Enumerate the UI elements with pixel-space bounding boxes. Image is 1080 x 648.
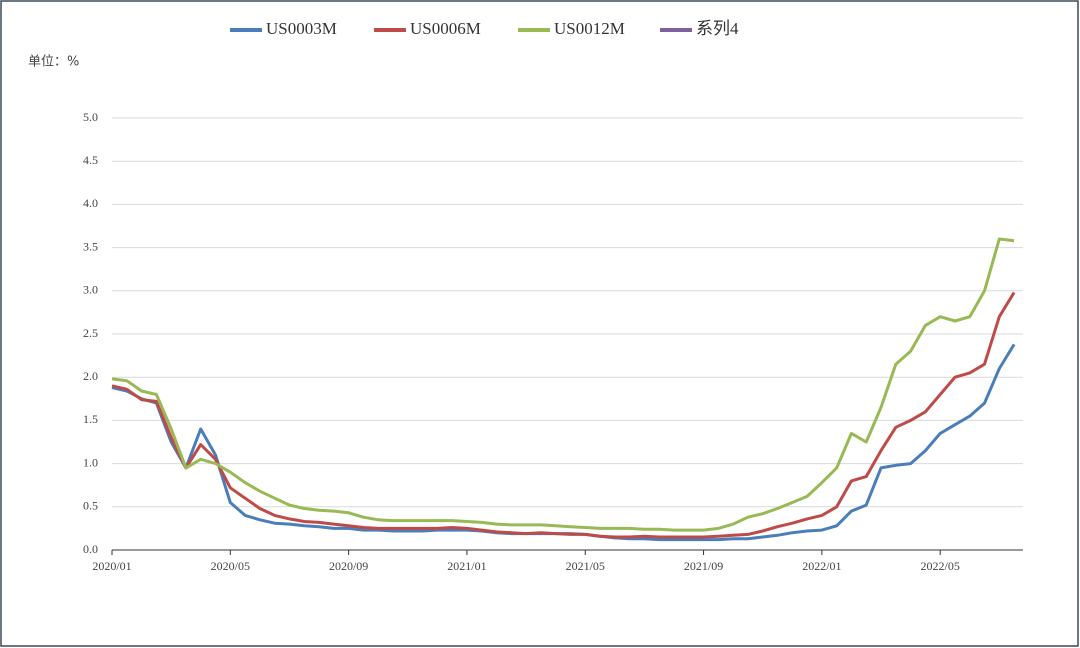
- x-tick-label: 2022/01: [802, 559, 841, 573]
- x-tick-label: 2021/05: [566, 559, 605, 573]
- series-line: [111, 291, 1016, 539]
- y-tick-label: 1.5: [83, 412, 98, 426]
- legend-label: 系列4: [696, 19, 739, 38]
- y-tick-label: 4.0: [83, 196, 98, 210]
- y-tick-label: 3.5: [83, 239, 98, 253]
- y-tick-label: 5.0: [83, 110, 98, 124]
- x-tick-label: 2021/09: [684, 559, 723, 573]
- y-tick-label: 1.0: [83, 455, 98, 469]
- y-tick-label: 4.5: [83, 153, 98, 167]
- legend-label: US0012M: [554, 19, 625, 38]
- x-tick-label: 2020/01: [92, 559, 131, 573]
- y-tick-label: 2.0: [83, 369, 98, 383]
- legend-label: US0003M: [266, 19, 337, 38]
- x-tick-label: 2020/05: [211, 559, 250, 573]
- x-tick-label: 2021/01: [447, 559, 486, 573]
- y-tick-label: 0.0: [83, 542, 98, 556]
- y-tick-label: 2.5: [83, 326, 98, 340]
- y-tick-label: 0.5: [83, 499, 98, 513]
- unit-label: 单位：%: [28, 55, 79, 70]
- x-tick-label: 2020/09: [329, 559, 368, 573]
- series-line: [111, 237, 1015, 532]
- x-tick-label: 2022/05: [921, 559, 960, 573]
- y-tick-label: 3.0: [83, 283, 98, 297]
- legend-label: US0006M: [410, 19, 481, 38]
